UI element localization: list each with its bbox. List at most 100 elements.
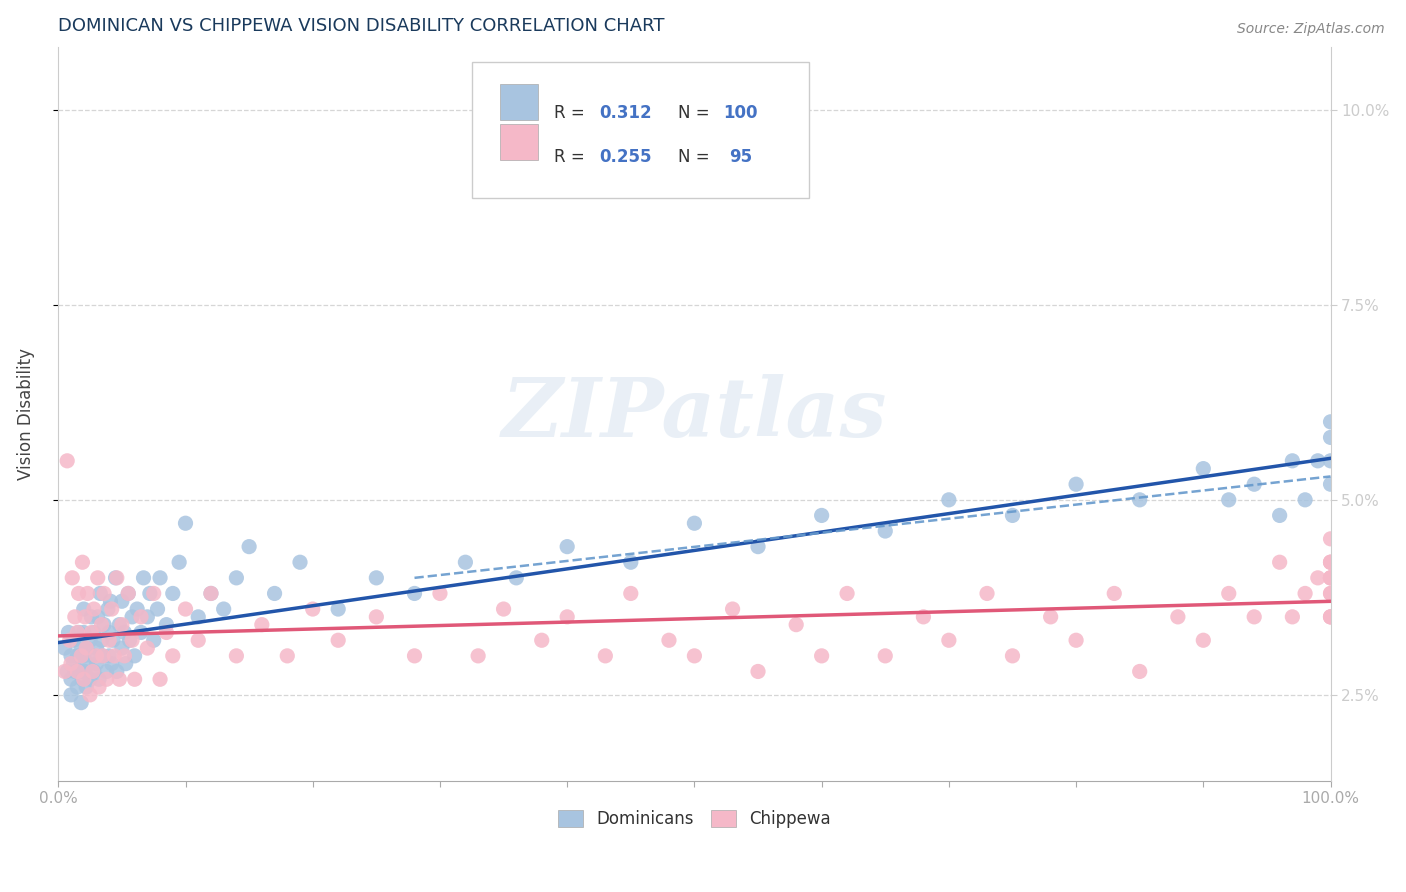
Point (73, 665, 96, 679)
Point (187, 633, 209, 648)
Point (1319, 555, 1341, 569)
Point (683, 516, 706, 531)
Point (79, 633, 101, 648)
Text: N =: N = (678, 148, 720, 166)
Point (555, 540, 578, 554)
Point (810, 648, 832, 663)
Point (404, 648, 426, 663)
Point (429, 586, 451, 600)
Point (60, 571, 83, 585)
Point (658, 633, 681, 648)
Point (86, 648, 108, 663)
Point (1129, 665, 1152, 679)
Point (1039, 610, 1062, 624)
Point (97, 602, 120, 616)
Point (108, 617, 131, 632)
Point (288, 555, 311, 569)
Point (263, 586, 285, 600)
Point (59, 657, 82, 671)
Point (91, 648, 114, 663)
Point (100, 657, 122, 671)
Point (1243, 477, 1265, 491)
FancyBboxPatch shape (472, 62, 808, 198)
Point (87, 571, 110, 585)
Point (187, 610, 209, 624)
Point (1218, 586, 1240, 600)
Point (53, 665, 76, 679)
Point (83, 665, 105, 679)
Text: Source: ZipAtlas.com: Source: ZipAtlas.com (1237, 22, 1385, 37)
Point (124, 648, 146, 663)
Text: 100: 100 (724, 104, 758, 122)
Point (129, 610, 152, 624)
Point (73, 648, 96, 663)
Point (162, 648, 184, 663)
Point (114, 625, 136, 640)
Point (93, 586, 115, 600)
Point (69, 665, 91, 679)
Point (167, 555, 190, 569)
Point (66, 648, 89, 663)
Point (155, 617, 177, 632)
Point (276, 648, 298, 663)
Point (108, 673, 131, 687)
Point (118, 633, 141, 648)
Point (1294, 492, 1316, 507)
Point (114, 648, 136, 663)
Point (1192, 461, 1215, 475)
Point (225, 648, 247, 663)
Point (328, 633, 350, 648)
Point (132, 571, 155, 585)
Point (59, 633, 82, 648)
Point (595, 648, 617, 663)
Point (1306, 454, 1329, 468)
Point (90, 617, 112, 632)
Point (83, 625, 105, 640)
Text: N =: N = (678, 104, 714, 122)
Point (1064, 477, 1087, 491)
Point (104, 571, 127, 585)
Point (62, 657, 84, 671)
Point (127, 602, 149, 616)
Point (1319, 415, 1341, 429)
Text: R =: R = (554, 148, 591, 166)
Point (747, 540, 769, 554)
Point (75, 641, 97, 656)
Point (139, 586, 162, 600)
Point (72, 673, 94, 687)
Point (117, 586, 139, 600)
Point (1319, 610, 1341, 624)
Point (1319, 571, 1341, 585)
Point (938, 633, 960, 648)
Point (620, 555, 643, 569)
Point (63, 665, 86, 679)
Point (117, 586, 139, 600)
Point (747, 665, 769, 679)
Point (129, 625, 152, 640)
Point (835, 586, 858, 600)
Point (1281, 454, 1303, 468)
Point (555, 610, 578, 624)
Text: DOMINICAN VS CHIPPEWA VISION DISABILITY CORRELATION CHART: DOMINICAN VS CHIPPEWA VISION DISABILITY … (58, 17, 665, 35)
Point (80, 625, 103, 640)
Point (86, 641, 108, 656)
Text: 0.312: 0.312 (599, 104, 651, 122)
Point (98, 633, 121, 648)
Point (79, 688, 101, 702)
Point (70, 696, 93, 710)
Point (89, 586, 111, 600)
Point (73, 673, 96, 687)
Point (912, 610, 935, 624)
Point (530, 633, 553, 648)
Point (366, 610, 388, 624)
Point (1319, 430, 1341, 444)
Point (66, 625, 89, 640)
Point (200, 586, 222, 600)
Y-axis label: Vision Disability: Vision Disability (17, 348, 35, 480)
Point (301, 602, 323, 616)
Point (721, 602, 744, 616)
Point (505, 571, 527, 585)
Point (1218, 492, 1240, 507)
Point (200, 586, 222, 600)
Point (67, 625, 90, 640)
